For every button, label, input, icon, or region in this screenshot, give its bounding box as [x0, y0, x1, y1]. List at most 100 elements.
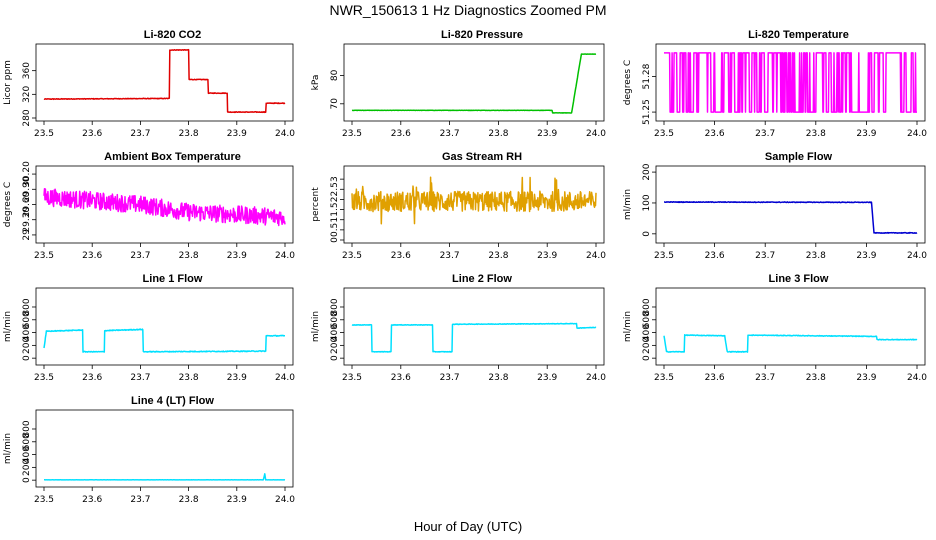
x-tick-label: 24.0	[586, 129, 606, 139]
y-axis-label: Licor ppm	[3, 60, 13, 105]
y-tick-label: 200	[22, 337, 32, 354]
plot-frame	[35, 409, 294, 488]
x-tick-label: 23.6	[82, 495, 102, 505]
y-tick-label: 600	[330, 311, 340, 328]
y-tick-label: 2.5	[330, 182, 340, 196]
x-tick-label: 24.0	[907, 373, 927, 383]
y-axis-label: ml/min	[623, 311, 633, 342]
x-tick-label: 23.9	[856, 129, 876, 139]
series-line	[663, 201, 918, 234]
x-tick-label: 23.5	[342, 129, 362, 139]
x-tick-label: 24.0	[586, 251, 606, 261]
x-tick-label: 23.9	[537, 251, 557, 261]
plot-frame	[343, 287, 605, 366]
y-tick-label: 200	[642, 163, 652, 180]
y-tick-label: 51.28	[642, 63, 652, 89]
plot-frame	[655, 43, 926, 122]
plot-frame	[343, 43, 605, 122]
x-tick-label: 23.9	[227, 373, 247, 383]
y-tick-label: 320	[22, 85, 32, 102]
x-tick-label: 23.7	[440, 251, 460, 261]
y-axis-label: ml/min	[311, 311, 321, 342]
series-line	[43, 188, 286, 227]
y-tick-label: 2	[330, 197, 340, 203]
x-tick-label: 23.5	[342, 373, 362, 383]
y-tick-label: 800	[22, 298, 32, 315]
x-tick-label: 23.6	[391, 251, 411, 261]
panel-title: Sample Flow	[765, 151, 833, 163]
series-line	[351, 53, 597, 114]
y-tick-label: 600	[22, 311, 32, 328]
series-line	[43, 473, 286, 481]
y-tick-label: 0	[642, 231, 652, 237]
y-axis-label: ml/min	[3, 311, 13, 342]
panel-title: Line 3 Flow	[769, 273, 829, 285]
x-tick-label: 23.8	[806, 373, 826, 383]
y-tick-label: 29.60	[22, 191, 32, 217]
x-tick-label: 23.7	[440, 129, 460, 139]
y-tick-label: 0.5	[330, 223, 340, 237]
panel-3: Ambient Box Temperature 23.5 23.6 23.7 23.8 2…	[3, 151, 295, 261]
y-tick-label: 400	[22, 446, 32, 463]
y-tick-label: 100	[642, 194, 652, 211]
series-line	[663, 334, 918, 353]
panel-8: Line 3 Flow 23.5 23.6 23.7 23.8 23.9 24.0 02004…	[623, 273, 927, 383]
x-tick-label: 24.0	[907, 251, 927, 261]
x-tick-label: 24.0	[275, 373, 295, 383]
x-tick-label: 24.0	[275, 251, 295, 261]
panel-title: Gas Stream RH	[442, 151, 522, 163]
plot-frame	[655, 287, 926, 366]
x-tick-label: 23.9	[856, 251, 876, 261]
y-tick-label: 800	[642, 298, 652, 315]
x-tick-label: 23.8	[488, 129, 508, 139]
panel-0: Li-820 CO2 23.5 23.6 23.7 23.8 23.9 24.0 280 320…	[3, 29, 295, 139]
x-tick-label: 23.8	[179, 495, 199, 505]
y-tick-label: 800	[330, 298, 340, 315]
y-tick-label: 600	[642, 311, 652, 328]
x-tick-label: 23.6	[82, 129, 102, 139]
y-axis-label: percent	[311, 187, 321, 222]
x-tick-label: 23.9	[227, 129, 247, 139]
y-axis-label: ml/min	[623, 189, 633, 220]
panel-5: Sample Flow 23.5 23.6 23.7 23.8 23.9 24.0 0 100 2…	[623, 151, 927, 261]
x-tick-label: 23.9	[537, 129, 557, 139]
x-tick-label: 23.8	[806, 251, 826, 261]
y-tick-label: 80	[330, 69, 340, 81]
plot-frame	[35, 43, 294, 122]
y-tick-label: 280	[22, 109, 32, 126]
x-tick-label: 23.6	[391, 373, 411, 383]
panel-title: Li-820 Pressure	[441, 29, 523, 41]
y-tick-label: 0	[330, 355, 340, 361]
x-tick-label: 23.7	[130, 251, 150, 261]
y-tick-label: 800	[22, 420, 32, 437]
x-tick-label: 23.5	[34, 251, 54, 261]
panel-6: Line 1 Flow 23.5 23.6 23.7 23.8 23.9 24.0 02004…	[3, 273, 295, 383]
y-tick-label: 1	[330, 217, 340, 223]
x-tick-label: 23.9	[856, 373, 876, 383]
y-tick-label: 30.20	[22, 161, 32, 187]
x-tick-label: 23.8	[179, 129, 199, 139]
x-tick-label: 23.6	[705, 251, 725, 261]
y-tick-label: 0	[22, 477, 32, 483]
x-tick-label: 23.7	[755, 251, 775, 261]
x-tick-label: 23.7	[755, 129, 775, 139]
x-tick-label: 23.8	[806, 129, 826, 139]
series-line	[43, 328, 286, 353]
panel-title: Li-820 Temperature	[748, 29, 849, 41]
figure-title: NWR_150613 1 Hz Diagnostics Zoomed PM	[329, 2, 606, 18]
x-tick-label: 23.9	[537, 373, 557, 383]
x-tick-label: 23.6	[82, 373, 102, 383]
y-tick-label: 400	[330, 324, 340, 341]
x-axis-title: Hour of Day (UTC)	[414, 519, 522, 534]
x-tick-label: 23.7	[130, 495, 150, 505]
x-tick-label: 23.7	[130, 129, 150, 139]
y-tick-label: 400	[642, 324, 652, 341]
x-tick-label: 23.5	[342, 251, 362, 261]
panel-1: Li-820 Pressure 23.5 23.6 23.7 23.8 23.9 24.0 7…	[311, 29, 606, 139]
panel-title: Ambient Box Temperature	[104, 151, 241, 163]
y-axis-label: degrees C	[623, 60, 633, 105]
plot-frame	[655, 165, 926, 244]
panel-7: Line 2 Flow 23.5 23.6 23.7 23.8 23.9 24.0 02004…	[311, 273, 606, 383]
x-tick-label: 23.9	[227, 251, 247, 261]
